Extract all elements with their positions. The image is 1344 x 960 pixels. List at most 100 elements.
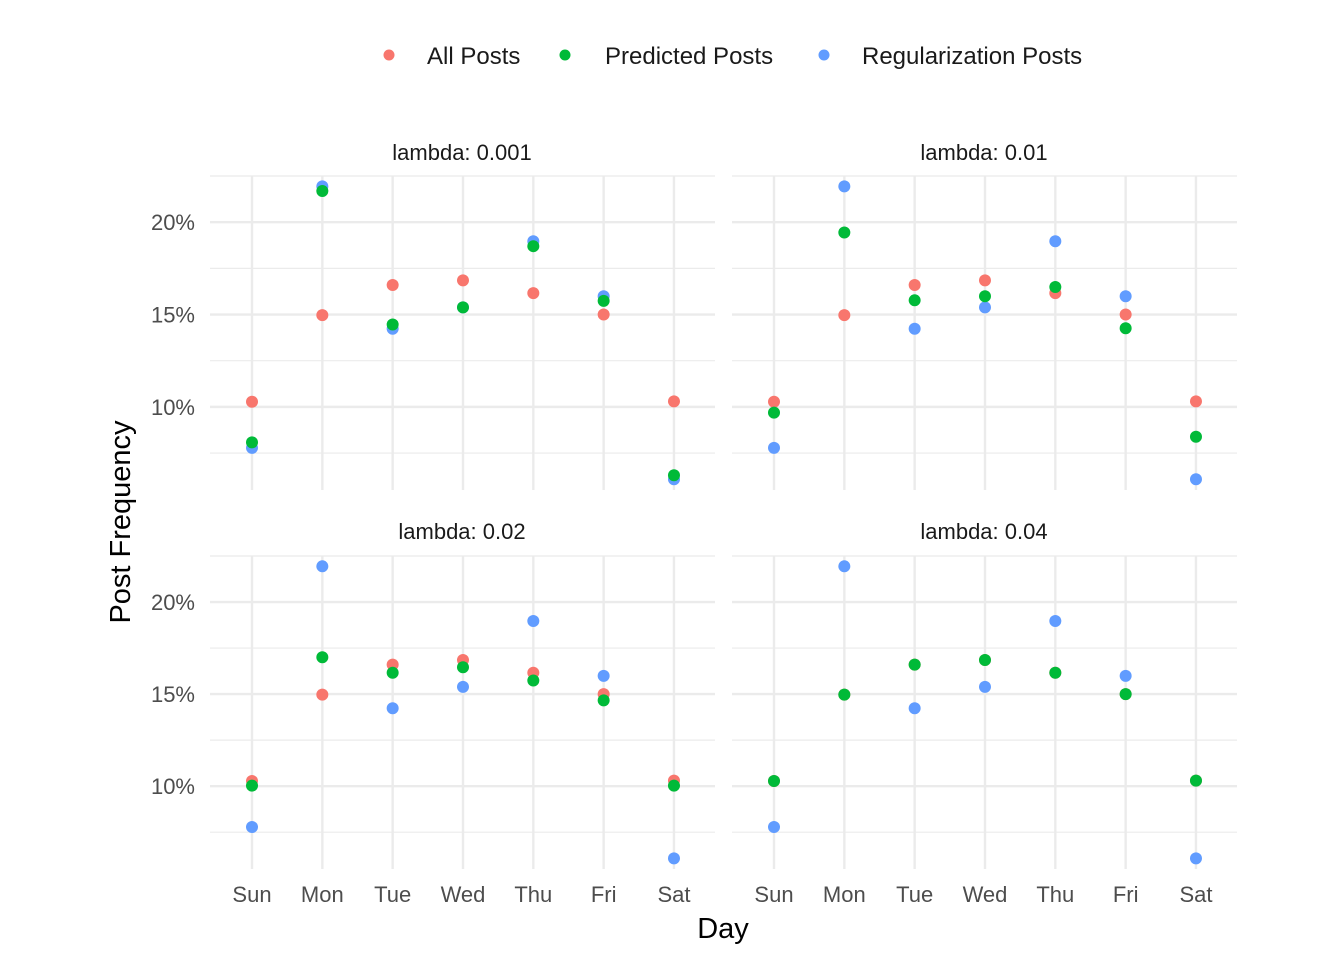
point-predicted-posts-wed <box>978 290 991 303</box>
point-regularization-posts-fri <box>1119 290 1132 303</box>
point-predicted-posts-tue <box>908 658 921 671</box>
x-axis-title: Day <box>697 913 749 945</box>
x-tick-label-wed: Wed <box>441 882 486 907</box>
point-all-posts-tue <box>386 278 399 291</box>
panel-title-4: lambda: 0.04 <box>920 519 1047 544</box>
point-predicted-posts-thu <box>527 240 540 253</box>
point-predicted-posts-wed <box>978 654 991 667</box>
point-regularization-posts-sun <box>768 821 780 834</box>
panel-lambda-0.02 <box>210 555 715 869</box>
point-all-posts-thu <box>527 287 540 300</box>
x-tick-label-fri: Fri <box>591 882 617 907</box>
legend-label-all-posts: All Posts <box>427 43 520 70</box>
x-tick-label-sun: Sun <box>754 882 793 907</box>
point-predicted-posts-fri <box>597 694 610 707</box>
legend-item-all-posts: All Posts <box>383 43 520 70</box>
point-all-posts-mon <box>838 309 851 322</box>
point-regularization-posts-mon <box>838 180 851 193</box>
x-tick-label-sat: Sat <box>657 882 690 907</box>
x-tick-label-thu: Thu <box>1036 882 1074 907</box>
x-tick-label-mon: Mon <box>301 882 344 907</box>
point-regularization-posts-sun <box>768 441 780 454</box>
point-predicted-posts-fri <box>597 294 610 307</box>
panel-title-1: lambda: 0.001 <box>392 140 531 165</box>
point-regularization-posts-wed <box>978 301 991 314</box>
point-predicted-posts-sat <box>667 469 680 482</box>
point-predicted-posts-mon <box>838 688 851 701</box>
y-tick-label: 20% <box>151 590 195 615</box>
point-all-posts-wed <box>978 274 991 287</box>
point-regularization-posts-sat <box>1189 473 1202 486</box>
point-all-posts-sun <box>768 395 780 408</box>
point-regularization-posts-tue <box>908 322 921 335</box>
point-regularization-posts-mon <box>838 560 851 573</box>
y-tick-label: 20% <box>151 210 195 235</box>
legend: All Posts Predicted Posts Regularization… <box>383 43 1082 70</box>
point-regularization-posts-sun <box>246 821 258 834</box>
x-tick-label-mon: Mon <box>823 882 866 907</box>
point-all-posts-fri <box>1119 308 1132 321</box>
y-tick-label: 15% <box>151 682 195 707</box>
point-predicted-posts-sun <box>768 406 780 419</box>
point-all-posts-sun <box>246 395 258 408</box>
x-tick-label-fri: Fri <box>1113 882 1139 907</box>
point-predicted-posts-sat <box>667 779 680 792</box>
panel-title-3: lambda: 0.02 <box>398 519 525 544</box>
x-tick-label-sat: Sat <box>1179 882 1212 907</box>
point-all-posts-fri <box>597 308 610 321</box>
point-predicted-posts-tue <box>908 294 921 307</box>
x-tick-label-sun: Sun <box>232 882 271 907</box>
legend-item-regularization-posts: Regularization Posts <box>818 43 1082 70</box>
point-regularization-posts-wed <box>978 680 991 693</box>
point-regularization-posts-thu <box>1049 235 1062 248</box>
point-predicted-posts-mon <box>316 651 329 664</box>
point-regularization-posts-fri <box>1119 669 1132 682</box>
panel-title-2: lambda: 0.01 <box>920 140 1047 165</box>
point-regularization-posts-sat <box>1189 852 1202 865</box>
point-predicted-posts-tue <box>386 318 399 331</box>
x-tick-label-tue: Tue <box>374 882 411 907</box>
point-predicted-posts-thu <box>1049 281 1062 294</box>
y-tick-label: 10% <box>151 774 195 799</box>
panel-lambda-0.04 <box>732 555 1237 869</box>
legend-label-regularization-posts: Regularization Posts <box>862 43 1082 70</box>
legend-swatch-all-posts <box>383 49 395 61</box>
point-all-posts-sat <box>1189 395 1202 408</box>
legend-swatch-predicted-posts <box>559 49 571 61</box>
point-regularization-posts-mon <box>316 560 329 573</box>
x-axis-ticks: Sun Mon Tue Wed Thu Fri Sat Sun Mon Tue Wed Thu Fri S… <box>232 882 1212 907</box>
point-regularization-posts-tue <box>386 702 399 715</box>
x-tick-label-wed: Wed <box>963 882 1008 907</box>
point-predicted-posts-fri <box>1119 322 1132 335</box>
point-regularization-posts-thu <box>1049 614 1062 627</box>
point-all-posts-mon <box>316 688 329 701</box>
point-predicted-posts-tue <box>386 666 399 679</box>
panel-lambda-0.01 <box>732 175 1237 490</box>
point-all-posts-mon <box>316 309 329 322</box>
y-tick-label: 15% <box>151 303 195 328</box>
point-all-posts-tue <box>908 278 921 291</box>
point-predicted-posts-mon <box>838 226 851 239</box>
x-tick-label-thu: Thu <box>514 882 552 907</box>
point-predicted-posts-wed <box>456 661 469 674</box>
point-regularization-posts-thu <box>527 614 540 627</box>
panel-lambda-0.001 <box>210 175 715 490</box>
point-predicted-posts-sun <box>246 779 258 792</box>
legend-swatch-regularization-posts <box>818 49 830 61</box>
point-predicted-posts-sun <box>246 436 258 449</box>
y-axis-title: Post Frequency <box>105 420 137 624</box>
point-regularization-posts-fri <box>597 669 610 682</box>
point-regularization-posts-sat <box>667 852 680 865</box>
point-regularization-posts-tue <box>908 702 921 715</box>
point-all-posts-sat <box>667 395 680 408</box>
point-predicted-posts-thu <box>527 674 540 687</box>
point-predicted-posts-sun <box>768 774 780 787</box>
point-predicted-posts-fri <box>1119 688 1132 701</box>
legend-label-predicted-posts: Predicted Posts <box>605 43 773 70</box>
point-predicted-posts-sat <box>1189 774 1202 787</box>
point-predicted-posts-mon <box>316 184 329 197</box>
point-regularization-posts-wed <box>456 680 469 693</box>
x-tick-label-tue: Tue <box>896 882 933 907</box>
point-all-posts-wed <box>456 274 469 287</box>
